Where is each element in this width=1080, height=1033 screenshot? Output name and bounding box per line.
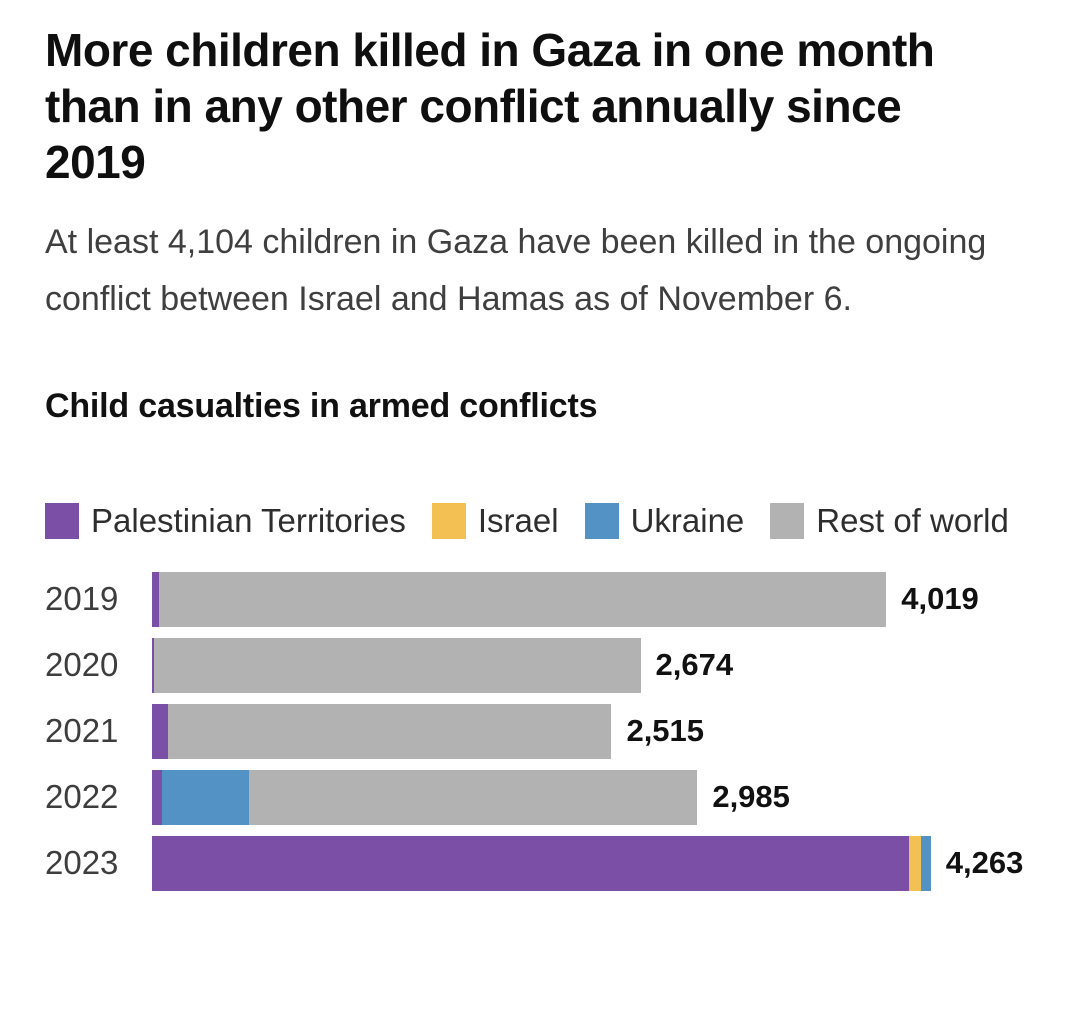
year-label-2019: 2019 [45,580,119,618]
legend-swatch-palestinian-territories [45,503,79,540]
legend-item-rest-of-world: Rest of world [770,502,1009,540]
bar-segment-ukraine-2022 [162,769,250,825]
bar-2023 [152,835,931,891]
bar-segment-palestinian-territories-2023 [152,835,910,891]
value-label-2023: 4,263 [945,845,1024,881]
year-label-2020: 2020 [45,646,119,684]
bar-track-2019: 4,019 [152,571,1035,627]
value-label-2021: 2,515 [626,713,705,749]
bar-segment-rest-of-world-2022 [249,769,698,825]
legend-item-ukraine: Ukraine [584,502,745,540]
bar-2022 [152,769,698,825]
year-label-2021: 2021 [45,712,119,750]
bar-segment-palestinian-territories-2022 [152,769,163,825]
legend-label-ukraine: Ukraine [630,502,745,540]
legend-label-palestinian-territories: Palestinian Territories [91,502,406,540]
value-label-2020: 2,674 [655,647,734,683]
chart-legend: Palestinian Territories Israel Ukraine Rest… [45,492,1035,550]
bar-segment-rest-of-world-2019 [158,571,887,627]
legend-swatch-ukraine [584,503,619,540]
bar-chart: 2019 4,019 2020 2,674 2021 2,515 2022 2,985 2023… [45,571,1035,891]
bar-track-2020: 2,674 [152,637,1035,693]
legend-swatch-israel [431,503,466,540]
subhead: At least 4,104 children in Gaza have bee… [45,223,987,318]
chart-row-2023: 2023 4,263 [45,835,1035,891]
value-label-2022: 2,985 [712,779,790,815]
chart-row-2021: 2021 2,515 [45,703,1035,759]
legend-label-rest-of-world: Rest of world [816,502,1009,540]
chart-row-2020: 2020 2,674 [45,637,1035,693]
bar-2020 [152,637,641,693]
legend-item-palestinian-territories: Palestinian Territories [45,502,406,540]
value-label-2019: 4,019 [901,581,979,617]
article-graphic: More children killed in Gaza in one mont… [45,24,1035,891]
bar-track-2023: 4,263 [152,835,1035,891]
headline: More children killed in Gaza in one mont… [45,24,935,189]
bar-segment-palestinian-territories-2020 [152,637,154,693]
bar-track-2021: 2,515 [152,703,1035,759]
bar-segment-rest-of-world-2020 [153,637,641,693]
chart: Child casualties in armed conflicts Pale… [45,387,1035,891]
bar-2021 [152,703,612,759]
bar-segment-palestinian-territories-2019 [152,571,159,627]
bar-segment-palestinian-territories-2021 [152,703,169,759]
chart-title: Child casualties in armed conflicts [45,387,598,426]
bar-2019 [152,571,887,627]
chart-row-2019: 2019 4,019 [45,571,1035,627]
year-label-2023: 2023 [45,844,119,882]
bar-segment-ukraine-2023 [920,835,931,891]
bar-segment-israel-2023 [909,835,921,891]
legend-swatch-rest-of-world [770,503,805,540]
legend-item-israel: Israel [431,502,559,540]
year-label-2022: 2022 [45,778,119,816]
bar-track-2022: 2,985 [152,769,1035,825]
legend-label-israel: Israel [477,502,559,540]
chart-row-2022: 2022 2,985 [45,769,1035,825]
bar-segment-rest-of-world-2021 [168,703,612,759]
